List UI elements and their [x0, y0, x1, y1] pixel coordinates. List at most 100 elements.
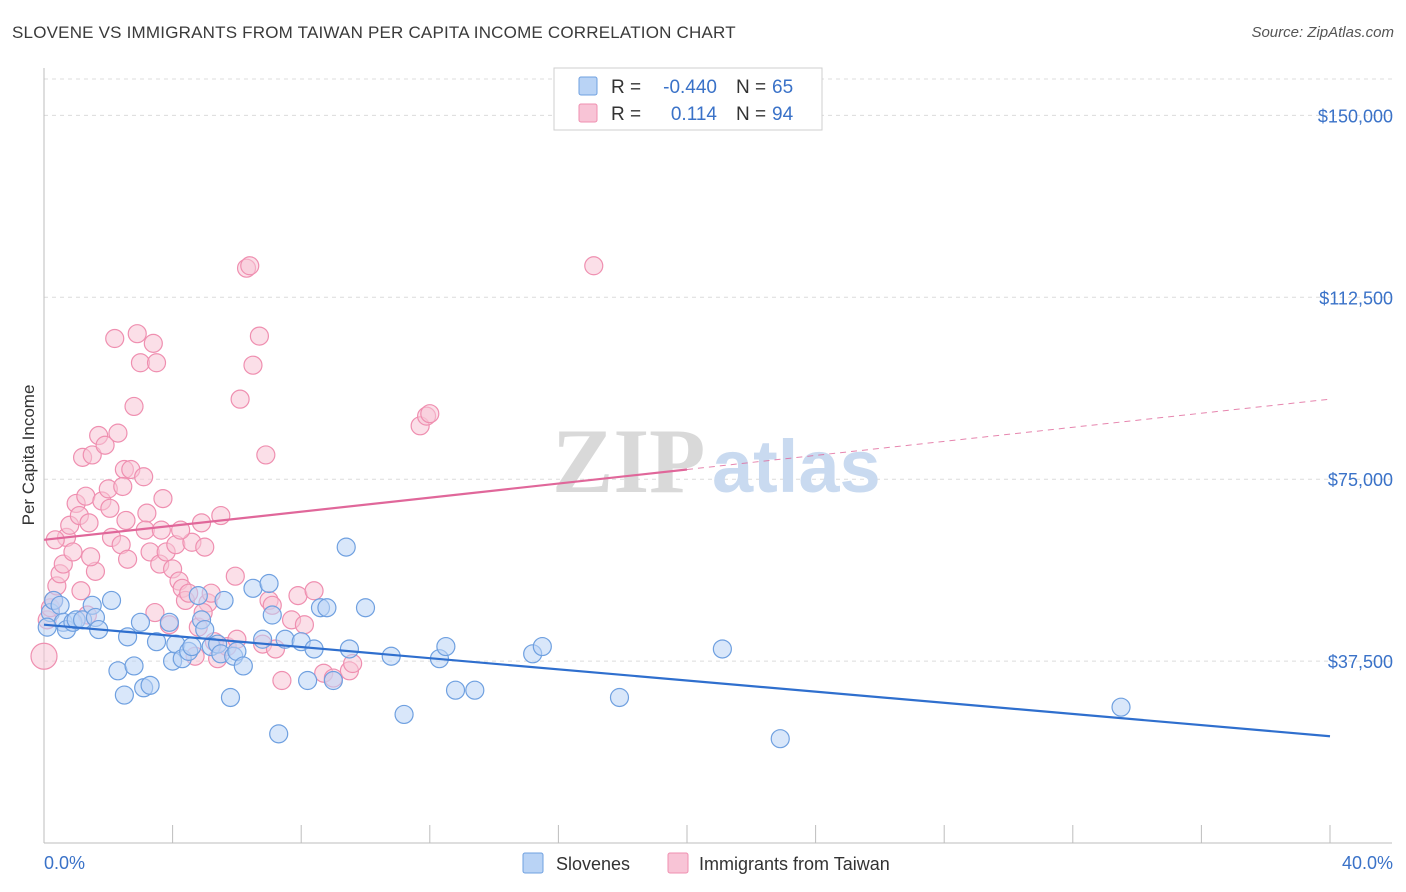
series-taiwan-points: [30, 256, 604, 691]
point-slovenes-56: [445, 680, 466, 700]
point-taiwan-93: [225, 566, 245, 586]
trend-lines: [43, 398, 1331, 738]
bottom-legend-taiwan: Immigrants from Taiwan: [699, 854, 890, 874]
legend-swatch-slovenes: [578, 76, 598, 96]
point-taiwan-30: [130, 353, 151, 373]
point-slovenes-48: [323, 670, 343, 691]
point-taiwan-82: [71, 581, 91, 601]
point-slovenes-57: [465, 680, 485, 700]
point-slovenes-39: [259, 573, 279, 594]
point-taiwan-70: [288, 586, 308, 606]
y-tick-label-2: $112,500: [1319, 288, 1393, 308]
point-slovenes-20: [159, 612, 179, 632]
point-slovenes-60: [609, 687, 630, 708]
legend-r-value-0: -0.440: [663, 77, 717, 98]
point-taiwan-31: [134, 467, 154, 487]
point-taiwan-79: [420, 404, 440, 424]
point-taiwan-15: [82, 445, 102, 465]
legend-n-value-1: 94: [772, 104, 794, 125]
point-taiwan-37: [153, 488, 173, 509]
point-slovenes-36: [233, 656, 253, 676]
point-slovenes-11: [101, 590, 122, 611]
point-slovenes-2: [50, 595, 70, 615]
point-taiwan-61: [243, 355, 263, 375]
point-slovenes-53: [394, 704, 414, 725]
legend-n-value-0: 65: [772, 77, 793, 98]
bottom-legend-swatch-taiwan: [667, 852, 689, 874]
watermark-atlas: atlas: [712, 425, 881, 508]
point-slovenes-50: [339, 639, 360, 659]
point-taiwan-60: [240, 256, 260, 276]
legend-r-label-0: R =: [611, 77, 641, 98]
point-taiwan-0: [30, 642, 58, 670]
watermark-zip: ZIP: [552, 410, 705, 512]
point-taiwan-50: [195, 537, 215, 557]
axes: [43, 68, 1392, 844]
point-taiwan-87: [116, 510, 136, 531]
point-slovenes-62: [770, 729, 790, 749]
point-taiwan-89: [145, 602, 165, 623]
point-taiwan-62: [249, 326, 270, 346]
point-slovenes-41: [269, 724, 289, 744]
y-tick-labels: $37,500 $75,000 $112,500 $150,000: [1318, 106, 1393, 672]
point-taiwan-64: [256, 445, 276, 465]
y-tick-label-3: $150,000: [1318, 106, 1393, 126]
y-tick-label-0: $37,500: [1328, 652, 1393, 672]
trend-line-slovenes: [43, 623, 1331, 738]
point-slovenes-64: [37, 617, 57, 637]
point-taiwan-9: [63, 542, 83, 562]
point-taiwan-14: [79, 513, 99, 533]
point-slovenes-55: [436, 636, 456, 657]
point-taiwan-13: [76, 486, 96, 506]
point-taiwan-90: [151, 520, 171, 540]
bottom-legend-swatch-slovenes: [522, 852, 544, 874]
point-slovenes-19: [146, 632, 167, 652]
point-slovenes-13: [114, 685, 134, 705]
watermark: ZIP atlas: [552, 410, 881, 512]
point-slovenes-49: [336, 537, 356, 557]
point-taiwan-85: [100, 498, 120, 518]
point-slovenes-51: [355, 598, 376, 618]
point-taiwan-86: [113, 476, 133, 497]
y-axis-label: Per Capita Income: [19, 385, 38, 526]
y-tick-label-1: $75,000: [1328, 470, 1393, 490]
point-slovenes-44: [298, 670, 318, 691]
bottom-legend: Slovenes Immigrants from Taiwan: [522, 852, 890, 874]
series-slovenes-points: [37, 537, 1131, 749]
point-taiwan-72: [304, 581, 324, 601]
point-slovenes-33: [220, 687, 241, 708]
point-slovenes-15: [124, 656, 144, 676]
legend-n-label-0: N =: [736, 77, 766, 98]
point-slovenes-59: [532, 636, 552, 657]
point-slovenes-37: [243, 578, 263, 598]
point-taiwan-28: [124, 396, 144, 417]
bottom-legend-slovenes: Slovenes: [556, 854, 630, 874]
point-taiwan-23: [108, 423, 128, 443]
chart-title: SLOVENE VS IMMIGRANTS FROM TAIWAN PER CA…: [12, 23, 736, 42]
point-taiwan-80: [584, 256, 604, 276]
point-taiwan-29: [127, 324, 147, 344]
point-taiwan-35: [146, 353, 167, 373]
point-slovenes-25: [182, 636, 202, 657]
point-taiwan-68: [272, 670, 292, 691]
trend-line-taiwan-projection: [686, 398, 1331, 470]
legend-r-label-1: R =: [611, 104, 641, 125]
x-tick-label-1: 40.0%: [1342, 853, 1393, 873]
point-slovenes-38: [253, 629, 273, 649]
point-taiwan-32: [137, 503, 157, 523]
point-slovenes-18: [140, 675, 160, 695]
source-credit: Source: ZipAtlas.com: [1251, 24, 1394, 41]
x-tick-labels: 0.0% 40.0%: [44, 853, 1393, 873]
legend: R = -0.440 N = 65 R = 0.114 N = 94: [553, 67, 823, 131]
legend-r-value-1: 0.114: [671, 104, 718, 125]
legend-swatch-taiwan: [578, 103, 598, 123]
point-slovenes-47: [317, 598, 337, 618]
point-slovenes-28: [195, 619, 215, 640]
x-tick-label-0: 0.0%: [44, 853, 85, 873]
legend-n-label-1: N =: [736, 104, 766, 125]
point-slovenes-32: [214, 590, 234, 611]
point-slovenes-40: [262, 605, 282, 625]
point-taiwan-19: [95, 435, 115, 455]
trend-line-taiwan: [43, 468, 688, 541]
